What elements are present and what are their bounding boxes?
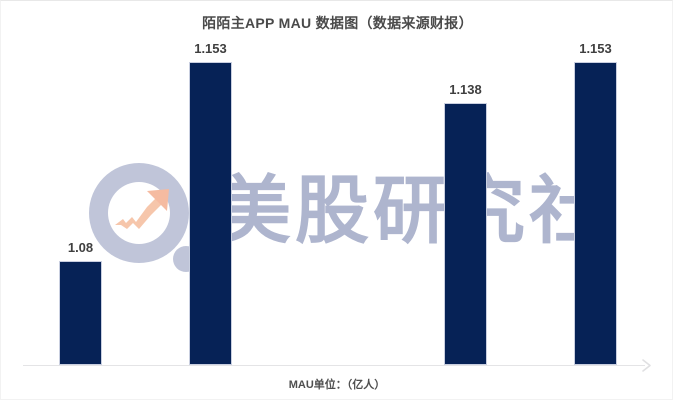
bar-value-label: 1.138 xyxy=(449,82,482,97)
bar[interactable] xyxy=(574,62,617,365)
axis-unit-note: MAU单位：（亿人） xyxy=(288,379,386,391)
bar[interactable] xyxy=(189,62,232,365)
axis-arrow-icon xyxy=(642,359,651,372)
chart-title: 陌陌主APP MAU 数据图（数据来源财报） xyxy=(202,15,473,31)
bar-value-label: 1.153 xyxy=(579,41,612,56)
bar-value-label: 1.08 xyxy=(67,240,94,255)
bar[interactable] xyxy=(59,261,102,365)
bar-value-label: 1.153 xyxy=(194,41,227,56)
bar[interactable] xyxy=(444,103,487,365)
x-axis-line xyxy=(23,365,645,366)
